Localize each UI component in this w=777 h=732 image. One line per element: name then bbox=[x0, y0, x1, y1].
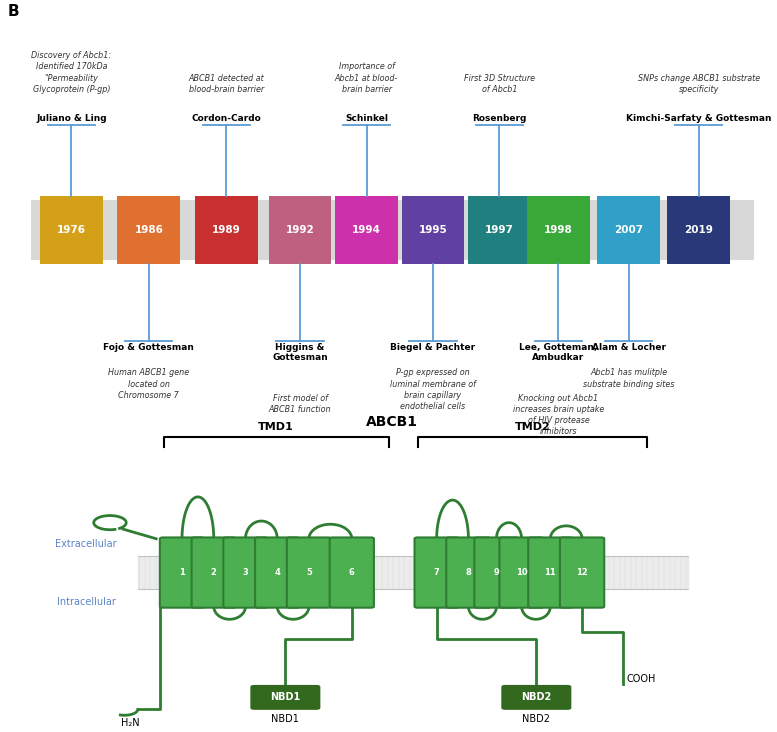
Text: B: B bbox=[8, 4, 19, 18]
Text: Fojo & Gottesman: Fojo & Gottesman bbox=[103, 343, 194, 351]
Text: TMD1: TMD1 bbox=[258, 422, 294, 433]
Bar bbox=[30, 201, 754, 260]
Text: 10: 10 bbox=[516, 568, 528, 577]
Text: Extracellular: Extracellular bbox=[55, 539, 117, 548]
Text: Knocking out Abcb1
increases brain uptake
of HIV protease
inhibitors: Knocking out Abcb1 increases brain uptak… bbox=[513, 394, 604, 436]
FancyBboxPatch shape bbox=[560, 537, 605, 608]
Text: Lee, Gotteman,
Ambudkar: Lee, Gotteman, Ambudkar bbox=[519, 343, 598, 362]
Text: Cordon-Cardo: Cordon-Cardo bbox=[191, 114, 261, 123]
Text: NBD2: NBD2 bbox=[522, 714, 550, 724]
Text: COOH: COOH bbox=[626, 673, 656, 684]
FancyBboxPatch shape bbox=[329, 537, 374, 608]
Text: ABCB1: ABCB1 bbox=[367, 415, 418, 429]
Text: Alam & Locher: Alam & Locher bbox=[591, 343, 666, 351]
Text: 8: 8 bbox=[465, 568, 472, 577]
Text: 1989: 1989 bbox=[212, 225, 241, 235]
FancyBboxPatch shape bbox=[251, 686, 319, 709]
Text: 2: 2 bbox=[211, 568, 217, 577]
Bar bbox=[527, 195, 590, 264]
Text: NBD1: NBD1 bbox=[270, 692, 301, 703]
Text: Higgins &
Gottesman: Higgins & Gottesman bbox=[272, 343, 328, 362]
Text: SNPs change ABCB1 substrate
specificity: SNPs change ABCB1 substrate specificity bbox=[638, 74, 760, 94]
Text: 6: 6 bbox=[349, 568, 355, 577]
Text: First model of
ABCB1 function: First model of ABCB1 function bbox=[269, 394, 332, 414]
Text: ABCB1 detected at
blood-brain barrier: ABCB1 detected at blood-brain barrier bbox=[189, 74, 264, 94]
Bar bbox=[402, 195, 465, 264]
Text: 1976: 1976 bbox=[57, 225, 85, 235]
Text: Abcb1 has mulitple
substrate binding sites: Abcb1 has mulitple substrate binding sit… bbox=[583, 368, 674, 389]
Text: 1992: 1992 bbox=[286, 225, 315, 235]
Bar bbox=[269, 195, 332, 264]
FancyBboxPatch shape bbox=[474, 537, 518, 608]
Text: Human ABCB1 gene
located on
Chromosome 7: Human ABCB1 gene located on Chromosome 7 bbox=[108, 368, 190, 400]
Text: Biegel & Pachter: Biegel & Pachter bbox=[390, 343, 476, 351]
Text: Rosenberg: Rosenberg bbox=[472, 114, 527, 123]
Bar bbox=[195, 195, 258, 264]
Text: Juliano & Ling: Juliano & Ling bbox=[36, 114, 106, 123]
Text: 1997: 1997 bbox=[485, 225, 514, 235]
FancyBboxPatch shape bbox=[192, 537, 236, 608]
FancyBboxPatch shape bbox=[502, 686, 570, 709]
Text: H₂N: H₂N bbox=[121, 717, 140, 728]
Text: Schinkel: Schinkel bbox=[345, 114, 388, 123]
Text: First 3D Structure
of Abcb1: First 3D Structure of Abcb1 bbox=[464, 74, 535, 94]
Text: Discovery of Abcb1:
Identified 170kDa
"Permeability
Glycoprotein (P-gp): Discovery of Abcb1: Identified 170kDa "P… bbox=[31, 51, 111, 94]
Bar bbox=[117, 195, 180, 264]
FancyBboxPatch shape bbox=[223, 537, 267, 608]
Text: 1986: 1986 bbox=[134, 225, 163, 235]
Text: 1: 1 bbox=[179, 568, 185, 577]
FancyBboxPatch shape bbox=[287, 537, 331, 608]
Text: 2007: 2007 bbox=[614, 225, 643, 235]
Text: 1995: 1995 bbox=[419, 225, 448, 235]
Text: 4: 4 bbox=[274, 568, 280, 577]
FancyBboxPatch shape bbox=[528, 537, 573, 608]
Text: Importance of
Abcb1 at blood-
brain barrier: Importance of Abcb1 at blood- brain barr… bbox=[335, 62, 399, 94]
Text: P-gp expressed on
luminal membrane of
brain capillary
endothelial cells: P-gp expressed on luminal membrane of br… bbox=[390, 368, 476, 411]
Text: 7: 7 bbox=[434, 568, 440, 577]
Text: 11: 11 bbox=[545, 568, 556, 577]
FancyBboxPatch shape bbox=[255, 537, 299, 608]
Text: 2019: 2019 bbox=[685, 225, 713, 235]
Text: 5: 5 bbox=[306, 568, 312, 577]
Text: Kimchi-Sarfaty & Gottesman: Kimchi-Sarfaty & Gottesman bbox=[626, 114, 772, 123]
Bar bbox=[598, 195, 660, 264]
Text: NBD2: NBD2 bbox=[521, 692, 552, 703]
Bar bbox=[667, 195, 730, 264]
Text: 3: 3 bbox=[242, 568, 249, 577]
Text: 1994: 1994 bbox=[352, 225, 381, 235]
FancyBboxPatch shape bbox=[446, 537, 490, 608]
Text: 12: 12 bbox=[577, 568, 588, 577]
FancyBboxPatch shape bbox=[415, 537, 459, 608]
FancyBboxPatch shape bbox=[160, 537, 204, 608]
Bar bbox=[335, 195, 398, 264]
Text: NBD1: NBD1 bbox=[271, 714, 299, 724]
Text: 9: 9 bbox=[493, 568, 500, 577]
Bar bbox=[40, 195, 103, 264]
Bar bbox=[468, 195, 531, 264]
FancyBboxPatch shape bbox=[500, 537, 544, 608]
Text: 1998: 1998 bbox=[544, 225, 573, 235]
Text: Intracellular: Intracellular bbox=[57, 597, 116, 607]
Text: TMD2: TMD2 bbox=[514, 422, 551, 433]
